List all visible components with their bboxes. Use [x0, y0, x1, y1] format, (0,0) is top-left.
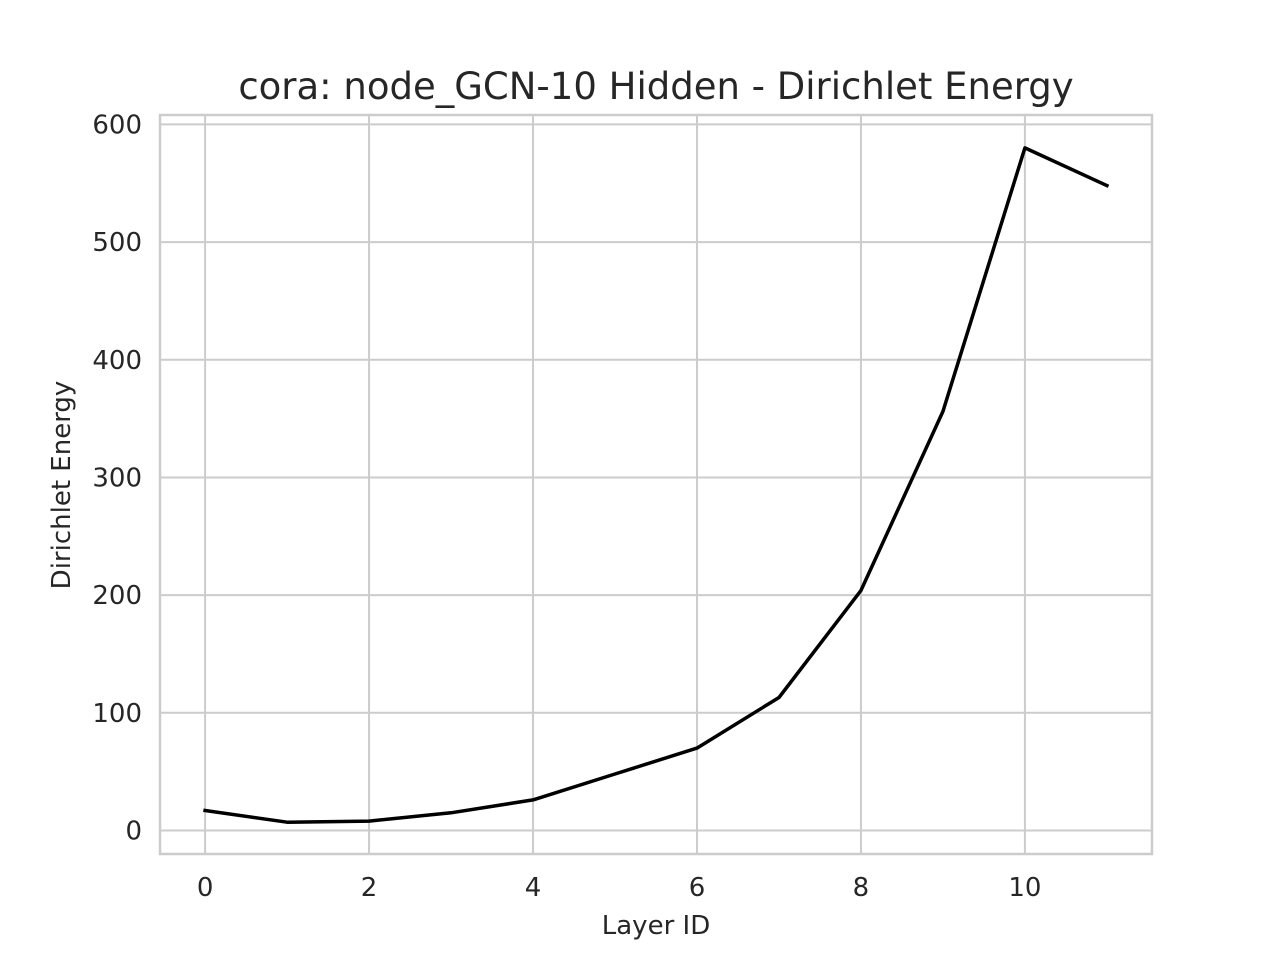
x-tick-label-10: 10	[1008, 873, 1041, 903]
y-gridlines	[160, 123, 1152, 832]
series-line-0	[203, 146, 1110, 824]
series-layer	[203, 146, 1110, 824]
chart-title: cora: node_GCN-10 Hidden - Dirichlet Ene…	[238, 65, 1073, 108]
plot-area-frame	[158, 113, 1154, 856]
x-tick-labels: 0 2 4 6 8 10	[197, 873, 1042, 903]
x-tick-label-6: 6	[689, 873, 706, 903]
y-tick-label-300: 300	[92, 463, 142, 493]
y-tick-labels: 0 100 200 300 400 500 600	[92, 110, 142, 846]
y-axis-label: Dirichlet Energy	[47, 381, 77, 590]
x-tick-label-0: 0	[197, 873, 214, 903]
y-tick-label-400: 400	[92, 346, 142, 376]
y-tick-label-600: 600	[92, 110, 142, 140]
y-tick-label-200: 200	[92, 581, 142, 611]
x-tick-label-8: 8	[853, 873, 870, 903]
y-tick-label-0: 0	[125, 816, 142, 846]
x-axis-label: Layer ID	[602, 911, 710, 941]
x-tick-label-4: 4	[525, 873, 542, 903]
x-tick-label-2: 2	[361, 873, 378, 903]
y-tick-label-100: 100	[92, 699, 142, 729]
y-tick-label-500: 500	[92, 228, 142, 258]
x-gridlines	[204, 115, 1026, 854]
